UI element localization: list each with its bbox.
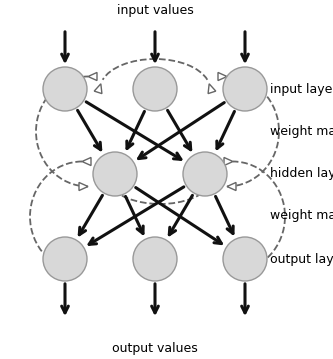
Polygon shape	[207, 179, 215, 189]
Circle shape	[93, 152, 137, 196]
Text: weight matrix 2: weight matrix 2	[270, 210, 333, 223]
Circle shape	[223, 237, 267, 281]
Polygon shape	[82, 158, 91, 165]
Circle shape	[43, 67, 87, 111]
Polygon shape	[88, 73, 97, 80]
Polygon shape	[224, 158, 233, 165]
Polygon shape	[227, 182, 236, 191]
Polygon shape	[233, 267, 242, 276]
Polygon shape	[79, 182, 88, 191]
Text: weight matrix 1: weight matrix 1	[270, 125, 333, 137]
Polygon shape	[94, 84, 102, 94]
Text: output layer: output layer	[270, 252, 333, 266]
Polygon shape	[208, 84, 216, 94]
Polygon shape	[73, 267, 82, 276]
Circle shape	[133, 237, 177, 281]
Polygon shape	[105, 179, 113, 189]
Polygon shape	[218, 73, 227, 80]
Text: output values: output values	[112, 342, 198, 355]
Circle shape	[223, 67, 267, 111]
Circle shape	[43, 237, 87, 281]
Text: hidden layer: hidden layer	[270, 168, 333, 181]
Text: input layer: input layer	[270, 83, 333, 95]
Circle shape	[183, 152, 227, 196]
Text: input values: input values	[117, 4, 193, 17]
Circle shape	[133, 67, 177, 111]
